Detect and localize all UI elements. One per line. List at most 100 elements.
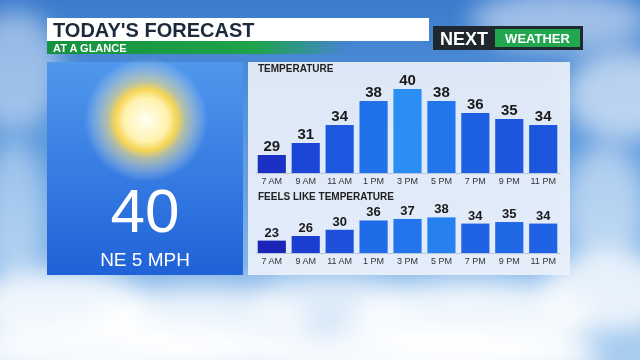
chart-title: TEMPERATURE [258, 63, 334, 74]
data-label: 23 [265, 225, 279, 240]
subtitle: AT A GLANCE [53, 42, 127, 54]
data-label: 40 [399, 71, 416, 88]
bar [292, 236, 320, 253]
tick-label: 11 AM [327, 176, 352, 186]
x-axis: 7 AM 9 AM 11 AM 1 PM 3 PM 5 PM 7 PM 9 PM 11 PM [256, 254, 561, 267]
bar [359, 101, 387, 173]
chart-panel [248, 62, 570, 275]
bar [461, 224, 489, 253]
tick-label: 9 PM [499, 176, 520, 186]
data-label: 35 [502, 206, 516, 221]
bar [529, 125, 557, 173]
current-wind: NE 5 MPH [100, 249, 190, 270]
tick: 9 AM [295, 176, 316, 186]
bar [495, 119, 523, 173]
tick: 7 PM [465, 256, 486, 266]
tick: 7 AM [262, 256, 283, 266]
bars [258, 217, 558, 253]
current-temperature: 40 [111, 176, 180, 245]
tick-label: 7 AM [262, 256, 283, 266]
data-label: 31 [297, 125, 314, 142]
tick-label: 3 PM [397, 256, 418, 266]
data-label: 34 [331, 107, 348, 124]
graphic: TODAY'S FORECASTAT A GLANCE NEXT WEATHER 40… [0, 0, 640, 360]
chart-title: FEELS LIKE TEMPERATURE [258, 191, 394, 202]
bar [427, 101, 455, 173]
axis-line [256, 253, 561, 254]
bar [258, 155, 286, 173]
cloud [470, 0, 640, 50]
tick-label: 9 PM [499, 256, 520, 266]
tick: 9 AM [295, 256, 316, 266]
data-label: 34 [535, 107, 552, 124]
data-label: 35 [501, 101, 518, 118]
tick: 3 PM [397, 176, 418, 186]
tick: 7 AM [262, 176, 283, 186]
chart: FEELS LIKE TEMPERATURE 23 26 30 36 37 38 34 35 34… [256, 191, 561, 266]
bar [427, 217, 455, 253]
bar [326, 230, 354, 253]
bar [258, 241, 286, 253]
tick-label: 7 AM [262, 176, 283, 186]
tick: 1 PM [363, 256, 384, 266]
bar [529, 224, 557, 253]
tick-label: 1 PM [363, 176, 384, 186]
tick: 5 PM [431, 256, 452, 266]
sun [84, 58, 208, 182]
tick: 11 PM [531, 176, 556, 186]
data-label: 37 [400, 203, 414, 218]
x-axis: 7 AM 9 AM 11 AM 1 PM 3 PM 5 PM 7 PM 9 PM 11 PM [256, 174, 561, 187]
bar [461, 113, 489, 173]
chart: TEMPERATURE 29 31 34 38 40 38 36 35 34 7 AM 9 AM 11 … [256, 63, 561, 186]
tick: 9 PM [499, 176, 520, 186]
cloud [240, 326, 600, 360]
clouds [0, 0, 640, 360]
tick-label: 5 PM [431, 256, 452, 266]
tick-label: 9 AM [295, 256, 316, 266]
logo-product-box [495, 29, 580, 47]
tick: 9 PM [499, 256, 520, 266]
bar [393, 89, 421, 173]
bar [495, 222, 523, 253]
logo-brand: NEXT [440, 29, 488, 49]
logo-product: WEATHER [505, 31, 570, 46]
tick-label: 7 PM [465, 256, 486, 266]
bar [326, 125, 354, 173]
logo-box [433, 26, 583, 50]
tick-label: 11 AM [327, 256, 352, 266]
data-label: 34 [536, 208, 551, 223]
data-label: 36 [366, 204, 380, 219]
tick-label: 11 PM [531, 256, 556, 266]
tick-label: 7 PM [465, 176, 486, 186]
data-label: 38 [434, 201, 448, 216]
data-labels: 29 31 34 38 40 38 36 35 34 [263, 71, 552, 154]
bar [359, 220, 387, 253]
data-label: 30 [332, 214, 346, 229]
data-label: 38 [433, 83, 450, 100]
data-label: 38 [365, 83, 382, 100]
title: TODAY'S FORECAST [53, 19, 254, 41]
data-label: 29 [263, 137, 280, 154]
tick: 1 PM [363, 176, 384, 186]
tick-label: 5 PM [431, 176, 452, 186]
bar [292, 143, 320, 173]
data-label: 26 [298, 220, 312, 235]
tick: 11 PM [531, 256, 556, 266]
bar [393, 219, 421, 253]
cloud [565, 50, 640, 140]
tick-label: 3 PM [397, 176, 418, 186]
tick-label: 9 AM [295, 176, 316, 186]
data-label: 34 [468, 208, 483, 223]
data-labels: 23 26 30 36 37 38 34 35 34 [265, 201, 552, 239]
tick: 11 AM [327, 256, 352, 266]
cloud [0, 322, 280, 360]
data-label: 36 [467, 95, 484, 112]
subtitle-bar [47, 41, 347, 54]
tick: 5 PM [431, 176, 452, 186]
cloud [0, 140, 45, 280]
title-box [47, 18, 429, 41]
tick: 11 AM [327, 176, 352, 186]
cloud [565, 145, 640, 265]
axis-line [256, 173, 561, 174]
tick-label: 11 PM [531, 176, 556, 186]
